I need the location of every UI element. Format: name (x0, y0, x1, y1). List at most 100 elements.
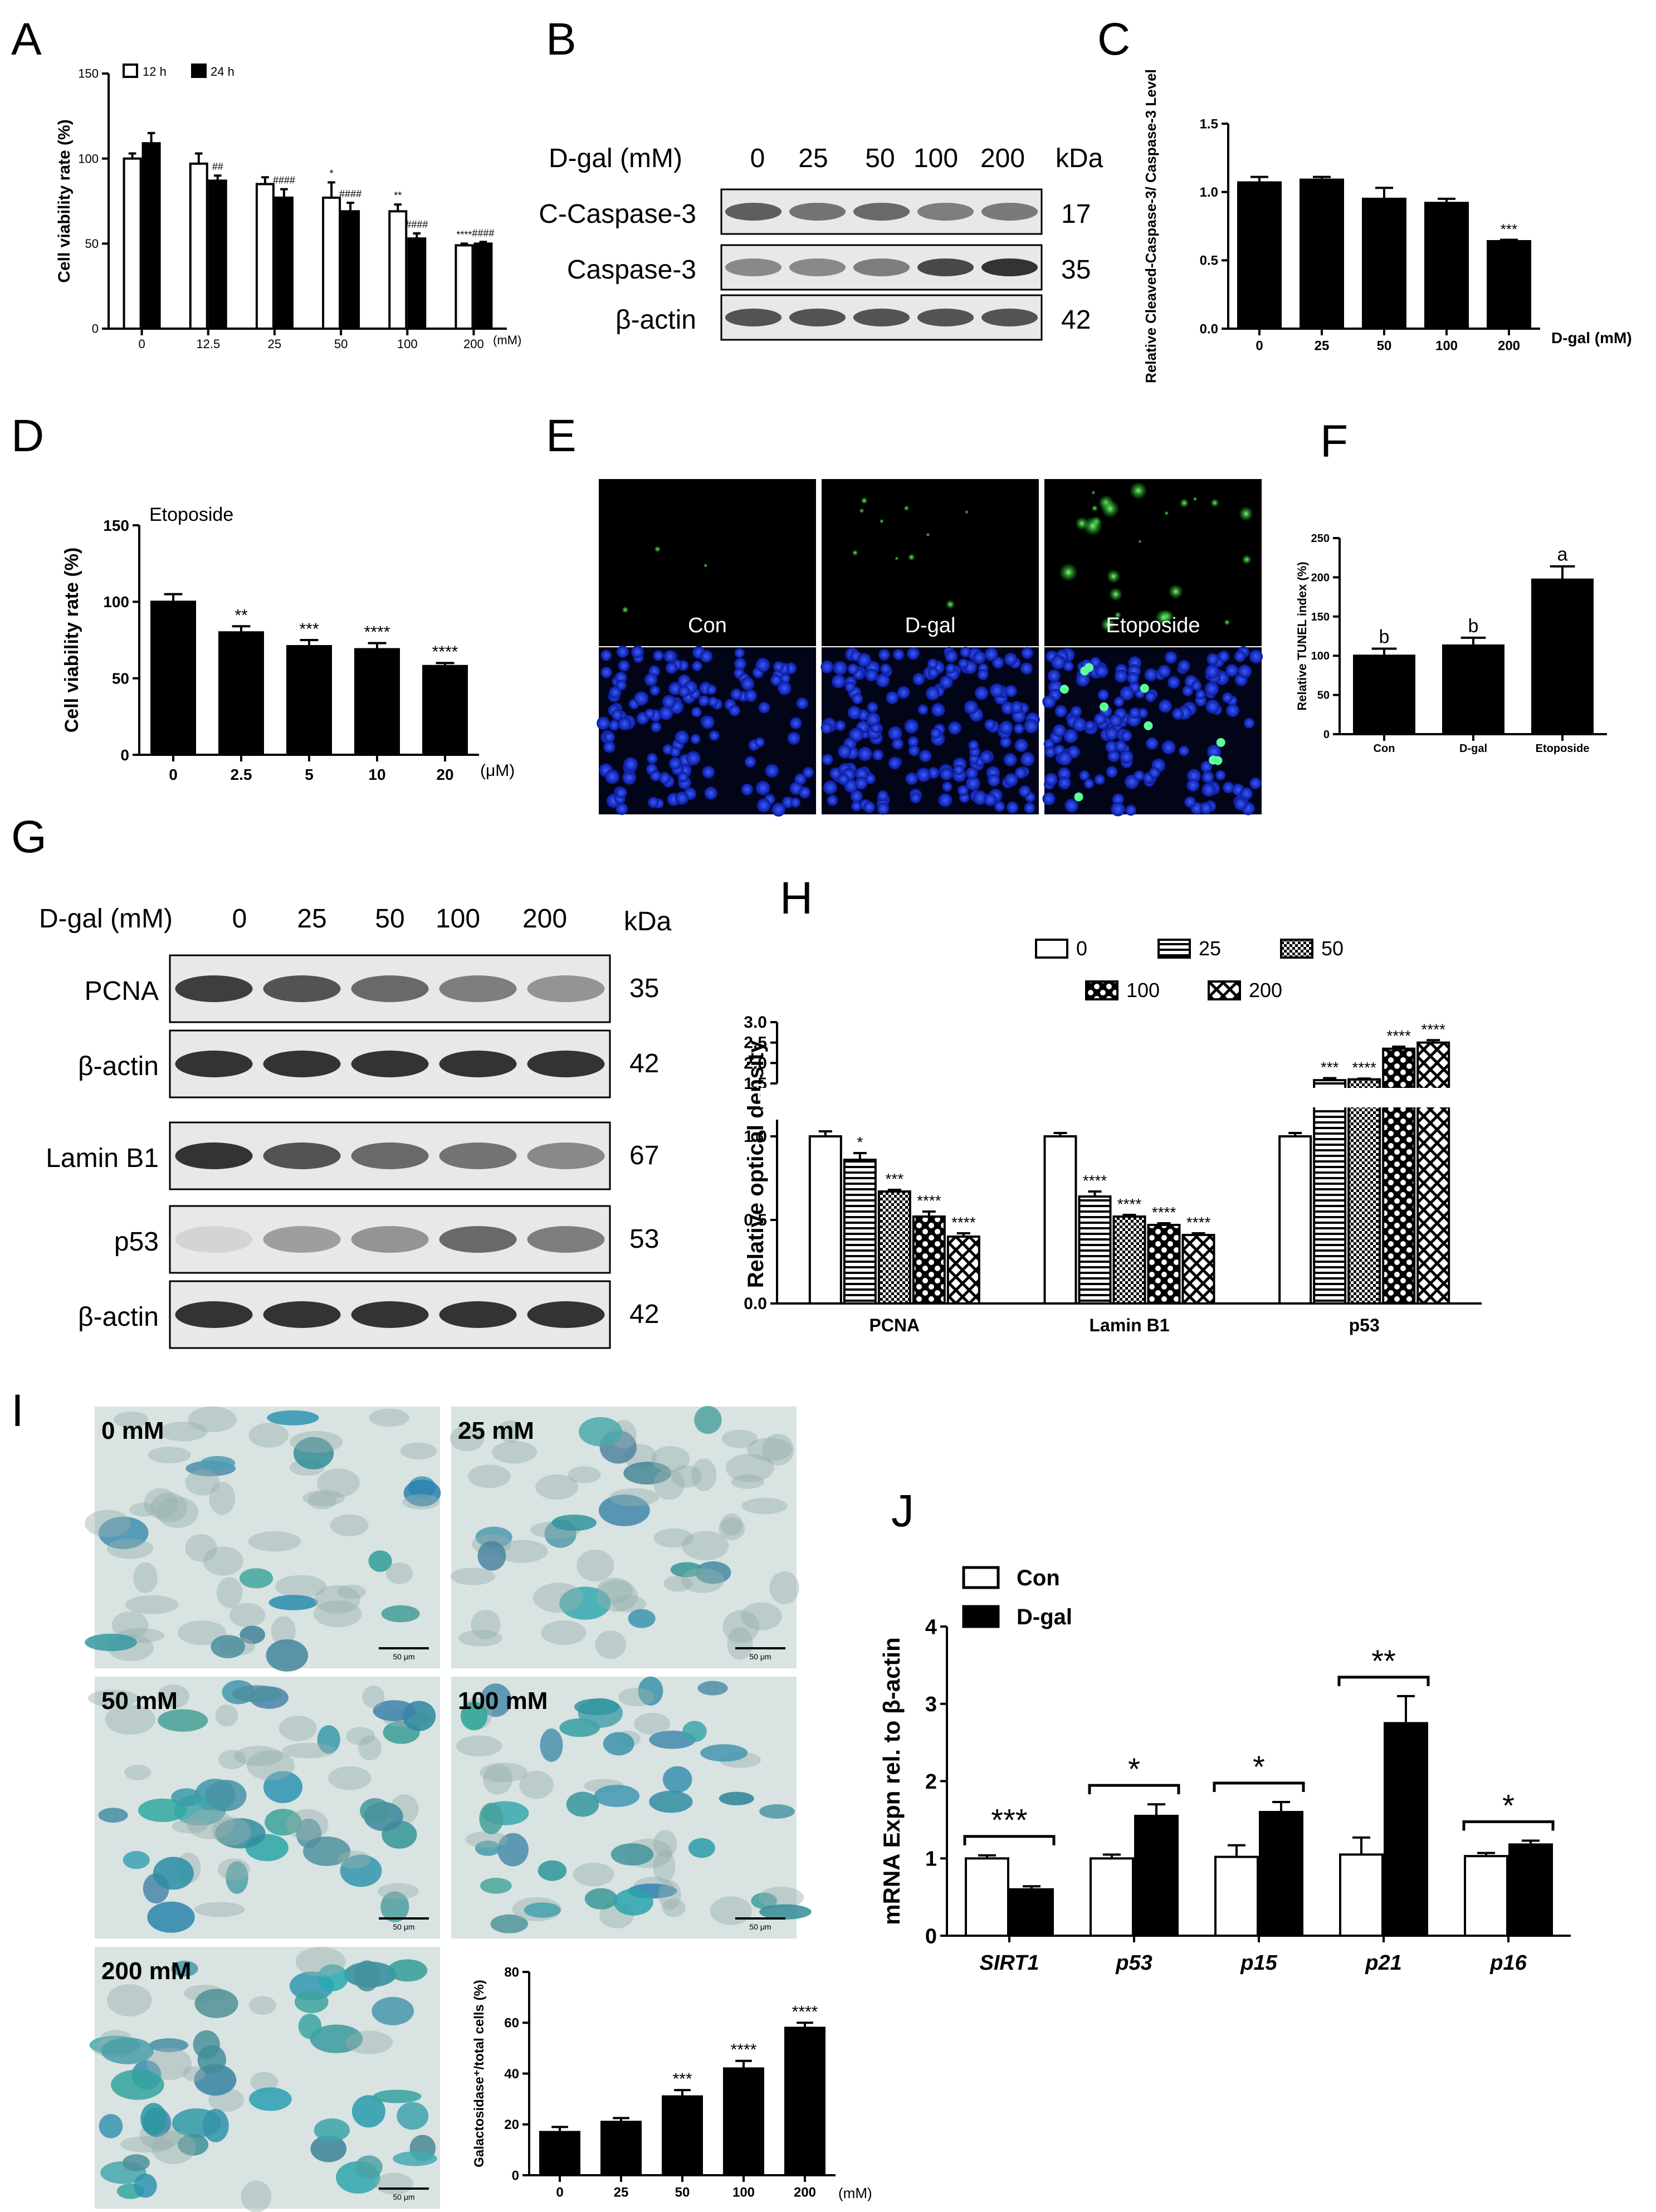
cell (250, 2072, 279, 2092)
cell (694, 1405, 722, 1434)
x-tick-label: 25 (1315, 338, 1330, 353)
panel-label-b: B (546, 14, 577, 65)
cell (290, 1431, 343, 1453)
nucleus (1157, 665, 1171, 678)
nucleus (945, 663, 956, 674)
nucleus (1107, 750, 1120, 763)
cell (310, 2024, 363, 2053)
significance-label: **** (1352, 1059, 1376, 1076)
cell (354, 1960, 380, 1991)
lane-label: 0 (232, 904, 247, 934)
nucleus (755, 657, 770, 672)
nucleus (1234, 650, 1246, 662)
panel-label-j: J (891, 1486, 914, 1536)
cell (358, 1735, 382, 1761)
bar (1214, 1855, 1259, 1937)
cell (381, 1605, 420, 1623)
cell (313, 1600, 362, 1628)
nucleus (980, 751, 993, 764)
nucleus (892, 738, 904, 750)
cell (720, 1513, 743, 1536)
x-unit: (mM) (838, 2185, 872, 2201)
nucleus (927, 658, 938, 670)
scale-bar-label: 50 μm (749, 1652, 771, 1661)
cell (263, 1771, 303, 1803)
nucleus (851, 800, 862, 812)
cell (653, 1469, 685, 1500)
cell (653, 1829, 677, 1858)
cell (194, 1989, 238, 2018)
cell (157, 1684, 189, 1709)
cell (613, 1888, 653, 1916)
apoptotic-cell (1083, 517, 1102, 535)
x-tick-label: 100 (732, 2185, 755, 2200)
chart-title: Etoposide (149, 504, 233, 525)
nucleus (744, 756, 756, 768)
bar (1278, 1135, 1312, 1305)
bar (1487, 240, 1531, 330)
nucleus (904, 719, 919, 734)
cell (134, 2174, 157, 2198)
nucleus (730, 688, 742, 700)
nucleus (741, 783, 754, 795)
cell (98, 1808, 128, 1823)
cell (229, 1603, 266, 1628)
cell (265, 1809, 302, 1836)
micrograph-label: 200 mM (101, 1957, 191, 1985)
x-tick-label: SIRT1 (979, 1951, 1039, 1975)
nucleus (907, 736, 919, 748)
nucleus (834, 720, 846, 731)
significance-label: * (1253, 1749, 1265, 1784)
nucleus (690, 734, 701, 744)
cell (314, 1585, 361, 1614)
nucleus (1240, 787, 1253, 800)
significance-label: ** (235, 606, 248, 624)
scale-bar-label: 50 μm (393, 1652, 414, 1661)
blot-kda: 35 (629, 974, 659, 1003)
cell (214, 1818, 266, 1849)
apoptotic-cell (852, 550, 858, 556)
nucleus (939, 675, 953, 689)
cell (483, 1764, 513, 1795)
cell (618, 1688, 655, 1707)
nucleus (1063, 661, 1074, 672)
nucleus (1144, 668, 1157, 681)
cell (373, 2089, 422, 2103)
cell (241, 2180, 272, 2212)
y-axis-label: Relative TUNEL index (%) (1295, 561, 1309, 710)
nucleus (698, 695, 710, 707)
nucleus (662, 695, 676, 709)
micrograph-label: Etoposide (1106, 614, 1200, 637)
cell (217, 1858, 250, 1881)
y-tick-label: 0.5 (1200, 253, 1218, 268)
x-tick-label: 50 (334, 337, 348, 351)
cell (538, 1860, 567, 1881)
cell (124, 1765, 152, 1780)
cell (759, 1804, 795, 1819)
nucleus (1120, 686, 1134, 701)
nucleus (1161, 740, 1176, 755)
nucleus (668, 757, 682, 770)
cell (519, 1770, 554, 1799)
cell (146, 2047, 192, 2081)
nucleus (1001, 701, 1014, 715)
x-tick-label: 200 (1498, 338, 1520, 353)
cell (584, 1888, 618, 1910)
cell (762, 1434, 794, 1466)
cell (719, 1791, 754, 1805)
nucleus (1112, 793, 1124, 805)
y-tick-label: 0.5 (744, 1211, 767, 1229)
cell (609, 1488, 660, 1506)
cell (541, 1620, 587, 1645)
legend-swatch (1208, 980, 1241, 1000)
x-unit: (mM) (493, 333, 521, 347)
nucleus (790, 797, 801, 808)
nucleus (854, 767, 868, 781)
legend-swatch-dgal (962, 1605, 1000, 1628)
cell (151, 2131, 196, 2165)
significance-label: #### (406, 219, 428, 230)
x-tick-label: p16 (1489, 1951, 1527, 1975)
panel-label-g: G (11, 812, 47, 862)
nucleus (1165, 651, 1178, 664)
nucleus (1057, 751, 1072, 766)
